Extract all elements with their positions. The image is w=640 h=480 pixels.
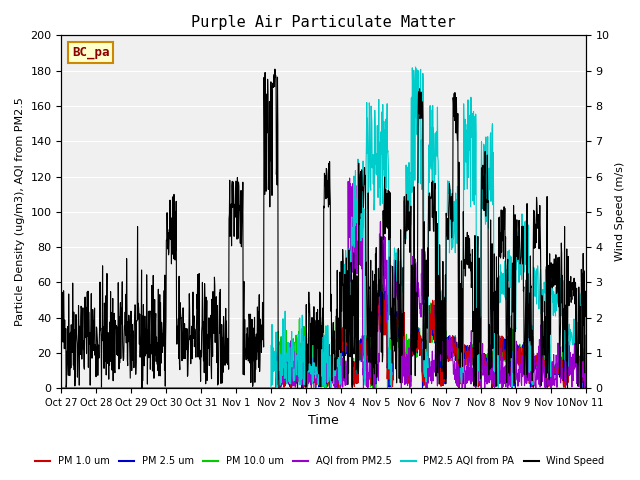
Title: Purple Air Particulate Matter: Purple Air Particulate Matter xyxy=(191,15,456,30)
Y-axis label: Particle Density (ug/m3), AQI from PM2.5: Particle Density (ug/m3), AQI from PM2.5 xyxy=(15,97,25,326)
Y-axis label: Wind Speed (m/s): Wind Speed (m/s) xyxy=(615,162,625,262)
X-axis label: Time: Time xyxy=(308,414,339,427)
Text: BC_pa: BC_pa xyxy=(72,46,109,59)
Legend: PM 1.0 um, PM 2.5 um, PM 10.0 um, AQI from PM2.5, PM2.5 AQI from PA, Wind Speed: PM 1.0 um, PM 2.5 um, PM 10.0 um, AQI fr… xyxy=(31,453,609,470)
